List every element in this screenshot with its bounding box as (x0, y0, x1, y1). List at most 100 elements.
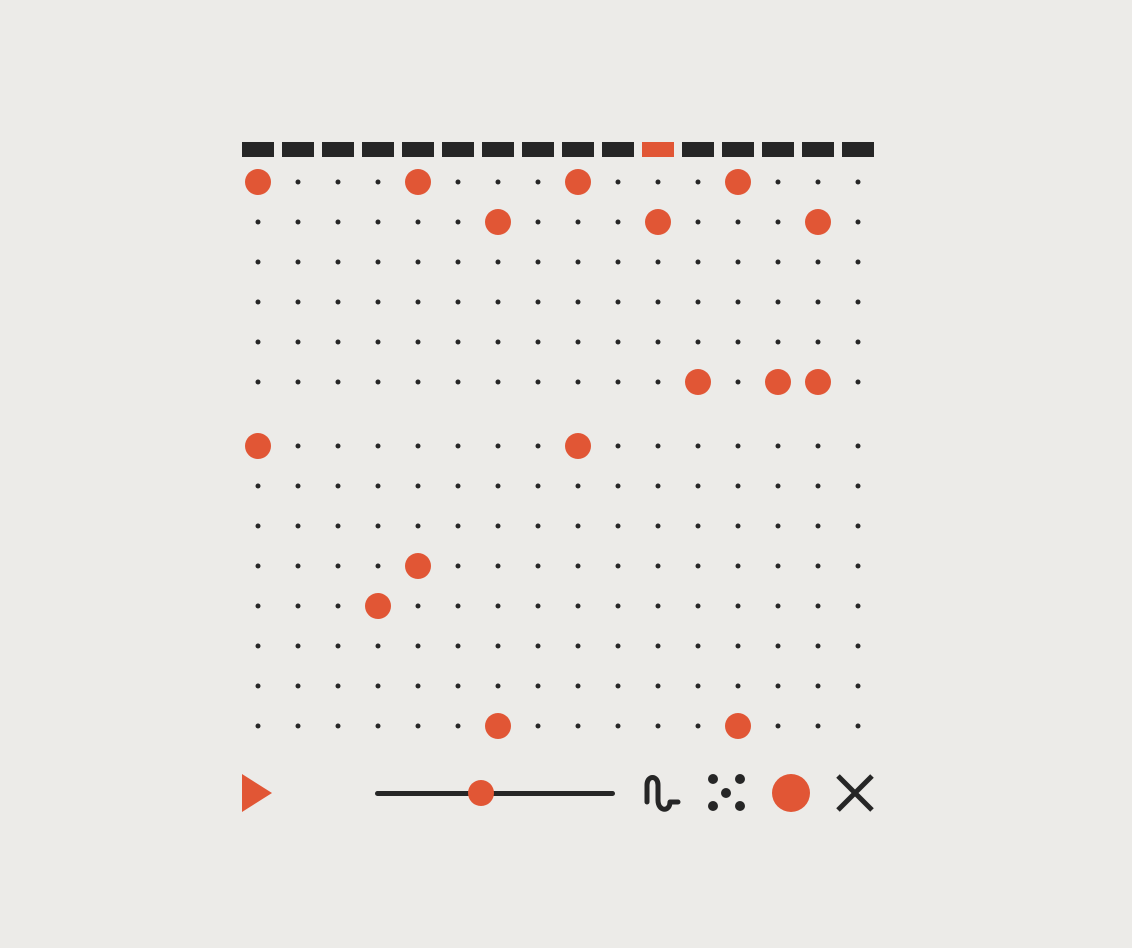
lower-grid-cell[interactable] (238, 586, 278, 626)
upper-grid-cell[interactable] (238, 282, 278, 322)
lower-grid-cell[interactable] (478, 666, 518, 706)
lower-grid-cell[interactable] (238, 506, 278, 546)
lower-grid-cell[interactable] (838, 666, 878, 706)
upper-grid-cell[interactable] (758, 242, 798, 282)
upper-grid-cell[interactable] (398, 202, 438, 242)
upper-grid-cell[interactable] (358, 282, 398, 322)
lower-grid-cell[interactable] (238, 666, 278, 706)
upper-grid-cell[interactable] (638, 322, 678, 362)
lower-grid-cell[interactable] (318, 426, 358, 466)
lower-grid-cell[interactable] (558, 426, 598, 466)
upper-grid-cell[interactable] (358, 162, 398, 202)
step-bar[interactable] (322, 142, 354, 157)
step-bar[interactable] (762, 142, 794, 157)
upper-grid-cell[interactable] (518, 242, 558, 282)
upper-grid-cell[interactable] (638, 282, 678, 322)
step-bar[interactable] (602, 142, 634, 157)
upper-grid-cell[interactable] (238, 322, 278, 362)
upper-grid-cell[interactable] (278, 282, 318, 322)
lower-grid-cell[interactable] (558, 586, 598, 626)
lower-grid-cell[interactable] (438, 426, 478, 466)
lower-grid-cell[interactable] (278, 706, 318, 746)
step-bar[interactable] (402, 142, 434, 157)
lower-grid-cell[interactable] (238, 546, 278, 586)
lower-grid-cell[interactable] (278, 426, 318, 466)
lower-grid-cell[interactable] (238, 466, 278, 506)
upper-grid-cell[interactable] (438, 282, 478, 322)
upper-grid-cell[interactable] (758, 162, 798, 202)
lower-grid-cell[interactable] (758, 586, 798, 626)
lower-grid-cell[interactable] (478, 706, 518, 746)
upper-grid-cell[interactable] (358, 322, 398, 362)
lower-grid-cell[interactable] (278, 666, 318, 706)
lower-grid-cell[interactable] (838, 506, 878, 546)
lower-grid-cell[interactable] (358, 666, 398, 706)
tempo-slider[interactable] (372, 776, 618, 810)
upper-grid-cell[interactable] (838, 162, 878, 202)
lower-grid-cell[interactable] (758, 506, 798, 546)
upper-grid-cell[interactable] (638, 362, 678, 402)
step-bar[interactable] (242, 142, 274, 157)
upper-grid-cell[interactable] (718, 242, 758, 282)
lower-grid-cell[interactable] (678, 706, 718, 746)
upper-grid-cell[interactable] (278, 162, 318, 202)
upper-grid-cell[interactable] (598, 242, 638, 282)
upper-grid-cell[interactable] (398, 362, 438, 402)
step-bar[interactable] (482, 142, 514, 157)
lower-grid-cell[interactable] (758, 546, 798, 586)
upper-grid-cell[interactable] (558, 362, 598, 402)
lower-grid-cell[interactable] (838, 706, 878, 746)
lower-grid-cell[interactable] (478, 586, 518, 626)
step-bar[interactable] (282, 142, 314, 157)
lower-grid-cell[interactable] (718, 546, 758, 586)
upper-grid-cell[interactable] (598, 322, 638, 362)
lower-grid-cell[interactable] (798, 666, 838, 706)
lower-grid-cell[interactable] (518, 546, 558, 586)
lower-grid-cell[interactable] (518, 626, 558, 666)
lower-grid-cell[interactable] (638, 426, 678, 466)
upper-grid-cell[interactable] (678, 202, 718, 242)
lower-grid-cell[interactable] (398, 586, 438, 626)
upper-grid-cell[interactable] (638, 242, 678, 282)
upper-grid-cell[interactable] (278, 202, 318, 242)
upper-grid-cell[interactable] (318, 202, 358, 242)
lower-grid-cell[interactable] (838, 426, 878, 466)
lower-grid-cell[interactable] (678, 546, 718, 586)
lower-grid-cell[interactable] (558, 546, 598, 586)
lower-grid-cell[interactable] (438, 586, 478, 626)
lower-grid-cell[interactable] (398, 426, 438, 466)
lower-grid-cell[interactable] (278, 466, 318, 506)
lower-grid-cell[interactable] (638, 466, 678, 506)
step-bar[interactable] (802, 142, 834, 157)
lower-grid-cell[interactable] (318, 666, 358, 706)
lower-grid-cell[interactable] (238, 626, 278, 666)
upper-grid-cell[interactable] (638, 162, 678, 202)
lower-grid-cell[interactable] (478, 506, 518, 546)
lower-grid-cell[interactable] (358, 426, 398, 466)
lower-grid-cell[interactable] (278, 586, 318, 626)
upper-grid-cell[interactable] (438, 242, 478, 282)
upper-grid-cell[interactable] (798, 202, 838, 242)
upper-grid-cell[interactable] (318, 362, 358, 402)
lower-grid-cell[interactable] (638, 586, 678, 626)
upper-grid-cell[interactable] (238, 202, 278, 242)
step-bar-current[interactable] (642, 142, 674, 157)
lower-grid-cell[interactable] (678, 626, 718, 666)
lower-grid-cell[interactable] (398, 466, 438, 506)
upper-grid-cell[interactable] (598, 162, 638, 202)
upper-grid-cell[interactable] (238, 162, 278, 202)
lower-grid-cell[interactable] (758, 426, 798, 466)
lower-grid-cell[interactable] (478, 426, 518, 466)
lower-grid-cell[interactable] (758, 466, 798, 506)
lower-grid-cell[interactable] (558, 666, 598, 706)
lower-grid-cell[interactable] (398, 666, 438, 706)
upper-grid-cell[interactable] (798, 322, 838, 362)
upper-grid-cell[interactable] (758, 322, 798, 362)
lower-grid-cell[interactable] (518, 466, 558, 506)
upper-grid-cell[interactable] (238, 242, 278, 282)
upper-grid-cell[interactable] (678, 282, 718, 322)
upper-grid-cell[interactable] (558, 242, 598, 282)
lower-grid-cell[interactable] (398, 506, 438, 546)
upper-grid-cell[interactable] (478, 202, 518, 242)
lower-grid-cell[interactable] (318, 626, 358, 666)
